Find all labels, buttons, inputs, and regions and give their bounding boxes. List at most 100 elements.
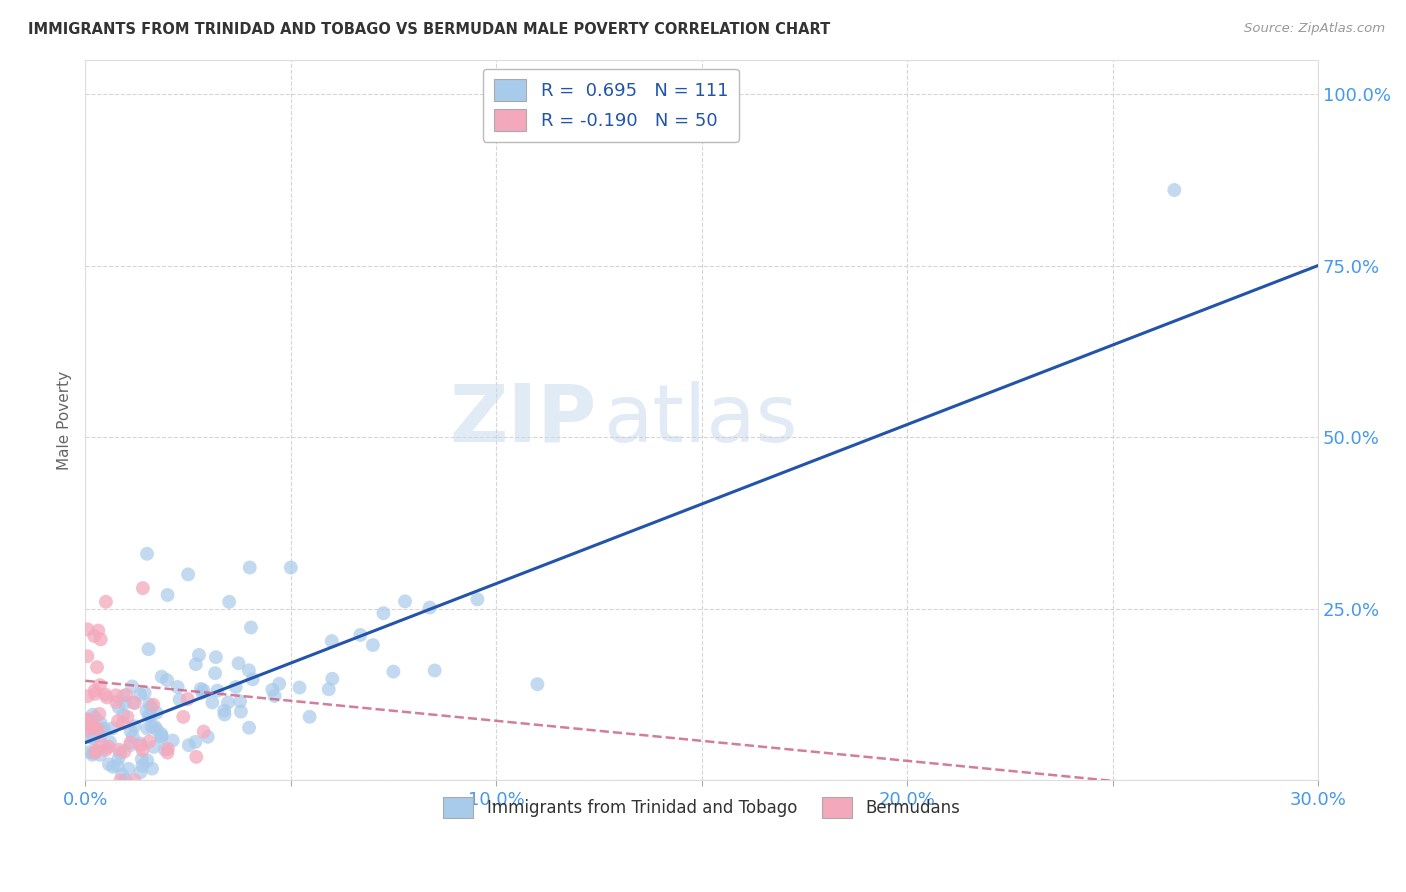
Point xyxy=(138,698,160,712)
Point xyxy=(138,642,160,657)
Point xyxy=(111,716,134,731)
Point xyxy=(94,688,117,702)
Point xyxy=(321,672,343,686)
Point xyxy=(131,752,153,766)
Point xyxy=(217,695,239,709)
Point xyxy=(76,690,98,704)
Point xyxy=(111,767,134,781)
Point xyxy=(142,739,165,754)
Point xyxy=(84,745,107,759)
Point xyxy=(166,680,188,694)
Point xyxy=(97,757,120,772)
Point xyxy=(142,698,165,712)
Point xyxy=(205,650,228,665)
Point xyxy=(83,683,105,698)
Point xyxy=(124,719,146,733)
Point xyxy=(115,688,138,702)
Point xyxy=(288,681,311,695)
Point xyxy=(1163,183,1185,197)
Point xyxy=(207,683,229,698)
Point xyxy=(225,680,247,694)
Point xyxy=(97,739,120,754)
Point xyxy=(129,765,152,780)
Point xyxy=(229,705,252,719)
Point xyxy=(112,708,135,723)
Point xyxy=(82,747,104,762)
Point xyxy=(373,606,395,620)
Point xyxy=(83,721,105,735)
Point xyxy=(526,677,548,691)
Point xyxy=(90,723,112,738)
Point xyxy=(76,649,98,664)
Point xyxy=(135,704,157,718)
Point xyxy=(87,624,110,638)
Point xyxy=(80,731,103,745)
Point xyxy=(467,592,489,607)
Point xyxy=(156,742,179,756)
Point xyxy=(150,727,173,741)
Legend: Immigrants from Trinidad and Tobago, Bermudans: Immigrants from Trinidad and Tobago, Ber… xyxy=(434,789,969,826)
Point xyxy=(321,634,343,648)
Point xyxy=(156,588,179,602)
Point xyxy=(82,719,104,733)
Point xyxy=(120,739,142,753)
Point xyxy=(107,751,129,765)
Point xyxy=(242,673,264,687)
Point xyxy=(84,710,107,724)
Text: Source: ZipAtlas.com: Source: ZipAtlas.com xyxy=(1244,22,1385,36)
Point xyxy=(112,689,135,703)
Text: ZIP: ZIP xyxy=(450,381,598,459)
Point xyxy=(136,722,159,736)
Point xyxy=(280,560,302,574)
Point xyxy=(156,746,179,760)
Point xyxy=(188,648,211,662)
Point xyxy=(162,733,184,747)
Point xyxy=(238,663,260,677)
Point xyxy=(94,595,117,609)
Point xyxy=(89,747,111,762)
Point xyxy=(76,716,98,731)
Point xyxy=(184,735,207,749)
Point xyxy=(228,657,250,671)
Point xyxy=(262,682,284,697)
Point xyxy=(107,714,129,728)
Point xyxy=(263,689,285,703)
Point xyxy=(218,595,240,609)
Point xyxy=(117,710,139,724)
Point xyxy=(93,722,115,736)
Point xyxy=(229,694,252,708)
Point xyxy=(122,696,145,710)
Point xyxy=(212,704,235,718)
Point xyxy=(82,746,104,760)
Point xyxy=(132,581,155,595)
Point xyxy=(177,738,200,752)
Point xyxy=(153,742,176,756)
Point xyxy=(138,708,160,723)
Point xyxy=(177,567,200,582)
Point xyxy=(145,706,167,720)
Point xyxy=(239,620,262,634)
Point xyxy=(83,629,105,643)
Point xyxy=(349,628,371,642)
Y-axis label: Male Poverty: Male Poverty xyxy=(58,370,72,469)
Point xyxy=(298,710,321,724)
Point xyxy=(361,638,384,652)
Point xyxy=(150,729,173,743)
Point xyxy=(84,687,107,701)
Point xyxy=(89,729,111,743)
Point xyxy=(190,681,212,696)
Point xyxy=(238,721,260,735)
Point xyxy=(76,623,98,637)
Point xyxy=(124,773,146,788)
Point xyxy=(104,688,127,702)
Point xyxy=(120,724,142,739)
Point xyxy=(184,657,207,672)
Point xyxy=(107,758,129,772)
Point xyxy=(423,664,446,678)
Point xyxy=(84,743,107,757)
Point xyxy=(150,670,173,684)
Point xyxy=(172,710,194,724)
Point xyxy=(76,713,98,727)
Point xyxy=(122,730,145,744)
Point xyxy=(139,699,162,714)
